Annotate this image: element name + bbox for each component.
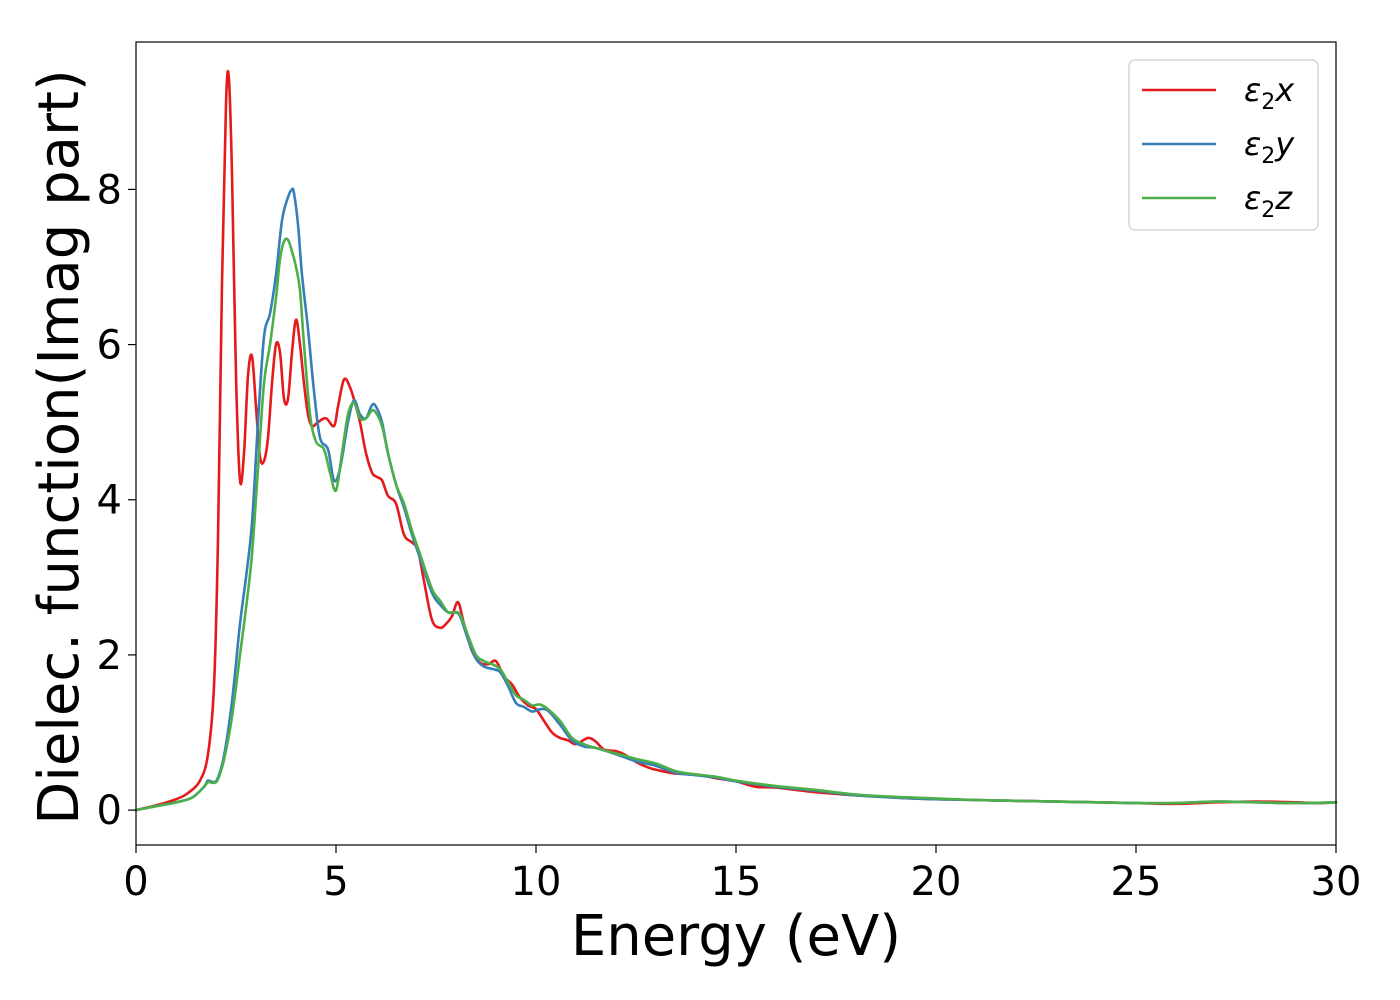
x-tick-label: 0	[123, 859, 148, 905]
x-axis-title: Energy (eV)	[571, 904, 901, 969]
x-tick-label: 15	[711, 859, 762, 905]
y-tick-label: 8	[97, 167, 122, 213]
legend: ε2x ε2y ε2z	[1128, 59, 1319, 231]
y-tick-label: 2	[97, 633, 122, 679]
y-tick-label: 0	[97, 788, 122, 834]
x-tick-label: 20	[911, 859, 962, 905]
legend-box	[1128, 59, 1319, 231]
x-tick-label: 10	[511, 859, 562, 905]
legend-label-x: ε2x	[1244, 71, 1295, 115]
y-tick-label: 6	[97, 323, 122, 369]
y-axis-ticks: 0 2 4 6 8	[97, 167, 136, 834]
y-axis-title: Dielec. function(Imag part)	[27, 69, 92, 825]
series-line-z	[134, 237, 1338, 812]
y-tick-label: 4	[97, 478, 122, 524]
legend-label-y: ε2y	[1244, 125, 1295, 169]
series-line-y	[134, 187, 1338, 812]
x-tick-label: 25	[1111, 859, 1162, 905]
x-axis-ticks: 0 5 10 15 20 25 30	[123, 845, 1361, 905]
legend-label-z: ε2z	[1244, 179, 1293, 223]
series-layer	[134, 70, 1338, 812]
x-tick-label: 5	[323, 859, 348, 905]
x-tick-label: 30	[1311, 859, 1362, 905]
